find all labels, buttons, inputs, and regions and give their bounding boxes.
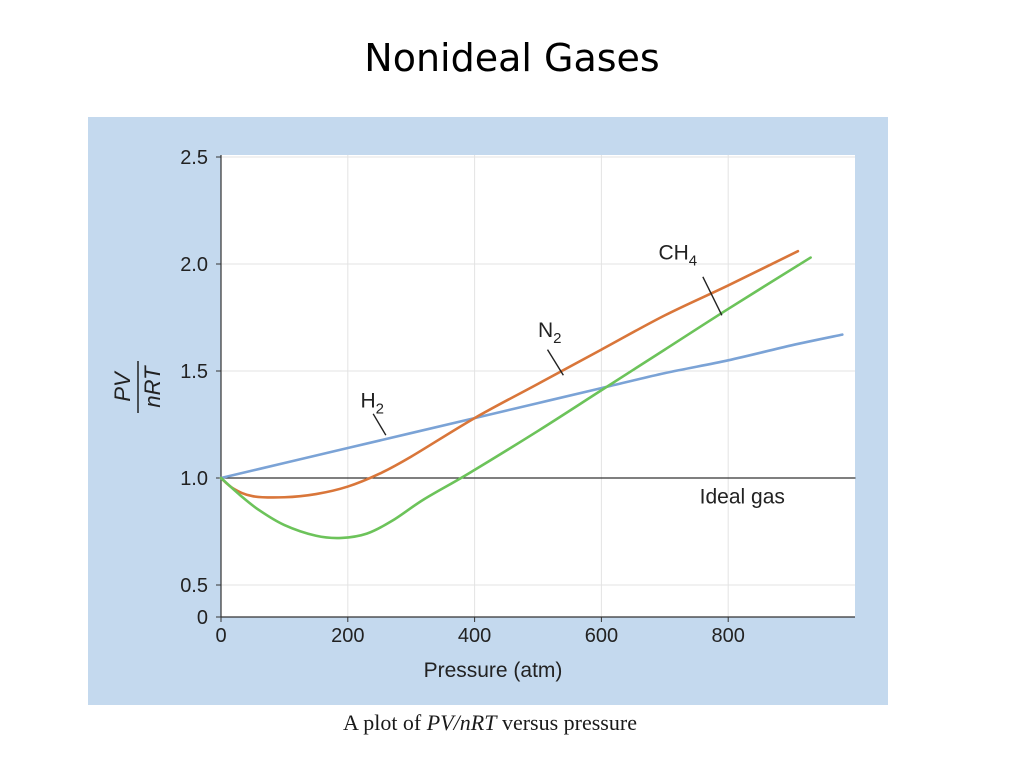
series-label-subscript-ch4: 4 xyxy=(689,253,697,270)
y-tick-label-1: 0.5 xyxy=(180,575,208,597)
caption-suffix: versus pressure xyxy=(496,710,637,735)
series-line-ch4 xyxy=(219,256,812,540)
leader-line-ch4 xyxy=(702,276,723,316)
series-label-main-ch4: CH xyxy=(658,242,688,265)
x-tick-label-0: 0 xyxy=(215,625,226,647)
x-tick-label-2: 400 xyxy=(458,625,491,647)
series-label-ch4: CH4 xyxy=(658,242,697,270)
y-axis-title-denominator: nRT xyxy=(140,365,165,408)
series-label-subscript-n2: 2 xyxy=(553,330,561,347)
chart-svg: 0 200 400 600 800 0 0.5 1.0 1.5 2.0 2.5 Pressure (a… xyxy=(88,117,888,705)
y-tick-label-0: 0 xyxy=(197,607,208,629)
slide-title: Nonideal Gases xyxy=(364,36,660,80)
x-axis-title: Pressure (atm) xyxy=(424,659,563,682)
series-label-subscript-h2: 2 xyxy=(376,400,384,417)
series-line-h2 xyxy=(219,333,844,480)
chart-panel: 0 200 400 600 800 0 0.5 1.0 1.5 2.0 2.5 Pressure (a… xyxy=(88,117,888,705)
series-label-main-h2: H xyxy=(360,389,375,412)
x-tick-label-4: 800 xyxy=(712,625,745,647)
series-label-main-n2: N xyxy=(538,319,553,342)
caption-prefix: A plot of xyxy=(343,710,427,735)
figure-caption: A plot of PV/nRT versus pressure xyxy=(0,710,980,736)
series-label-h2: H2 xyxy=(360,389,384,417)
y-axis-title-numerator: PV xyxy=(110,370,135,402)
y-axis-title: PV nRT xyxy=(110,361,165,413)
y-tick-label-3: 1.5 xyxy=(180,361,208,383)
series-label-ideal-gas: Ideal gas xyxy=(700,486,785,509)
caption-math: PV/nRT xyxy=(426,710,497,735)
leader-line-n2 xyxy=(546,349,564,376)
series-line-n2 xyxy=(219,249,800,499)
leader-line-h2 xyxy=(372,413,387,436)
plot-area xyxy=(221,155,855,617)
x-tick-label-1: 200 xyxy=(331,625,364,647)
y-tick-label-4: 2.0 xyxy=(180,254,208,276)
series-label-n2: N2 xyxy=(538,319,562,347)
x-tick-label-3: 600 xyxy=(585,625,618,647)
y-tick-label-5: 2.5 xyxy=(180,147,208,169)
y-tick-label-2: 1.0 xyxy=(180,468,208,490)
